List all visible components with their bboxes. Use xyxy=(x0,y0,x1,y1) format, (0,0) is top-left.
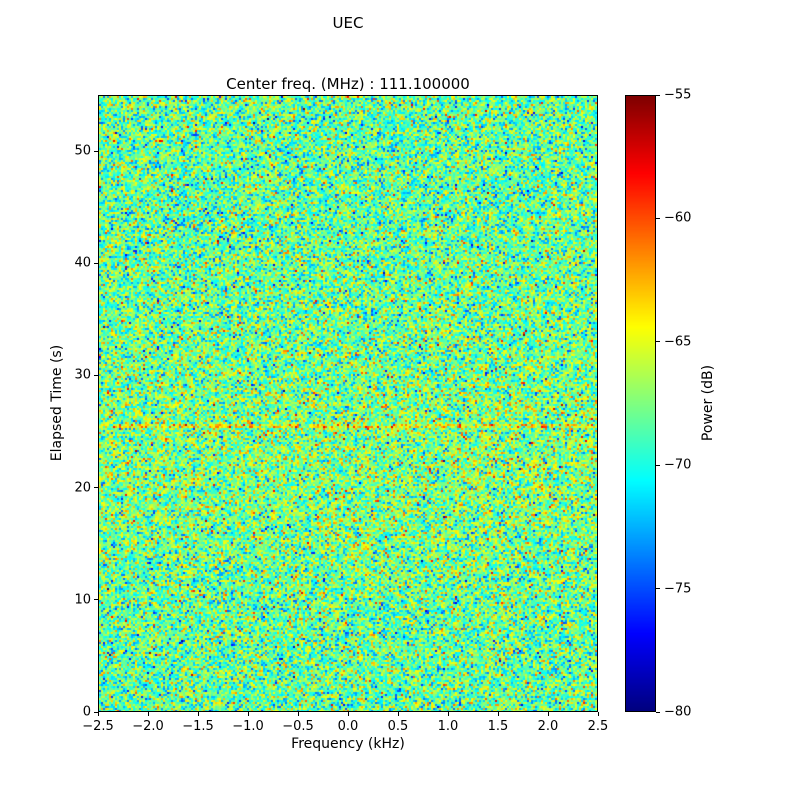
colorbar-tick-label: −75 xyxy=(664,581,692,597)
chart-title: UEC xyxy=(332,14,364,32)
y-tick-label: 20 xyxy=(74,480,91,496)
y-axis-label: Elapsed Time (s) xyxy=(49,344,65,462)
colorbar xyxy=(625,95,656,712)
colorbar-tick-mark xyxy=(656,217,660,219)
x-tick-label: 1.0 xyxy=(437,719,459,734)
colorbar-tick-mark xyxy=(656,588,660,590)
x-tick-mark xyxy=(197,712,199,716)
x-tick-label: −2.0 xyxy=(132,719,164,734)
x-tick-label: 1.5 xyxy=(487,719,509,734)
y-tick-label: 50 xyxy=(74,143,91,159)
y-tick-label: 0 xyxy=(82,704,91,720)
x-tick-label: −2.5 xyxy=(82,719,114,734)
colorbar-tick-mark xyxy=(656,341,660,343)
x-tick-mark xyxy=(297,712,299,716)
colorbar-tick-mark xyxy=(656,94,660,96)
colorbar-tick-label: −80 xyxy=(664,704,692,720)
x-tick-mark xyxy=(447,712,449,716)
x-tick-mark xyxy=(247,712,249,716)
colorbar-tick-label: −55 xyxy=(664,87,692,103)
y-tick-mark xyxy=(94,487,98,489)
x-tick-mark xyxy=(147,712,149,716)
x-tick-mark xyxy=(497,712,499,716)
y-tick-mark xyxy=(94,711,98,713)
y-tick-mark xyxy=(94,150,98,152)
header-line-center-freq: Center freq. (MHz) : 111.100000 xyxy=(226,75,470,93)
x-tick-mark xyxy=(347,712,349,716)
y-tick-label: 40 xyxy=(74,255,91,271)
colorbar-tick-label: −65 xyxy=(664,334,692,350)
colorbar-tick-mark xyxy=(656,711,660,713)
spectrogram-canvas xyxy=(99,96,597,711)
colorbar-tick-label: −60 xyxy=(664,210,692,226)
x-tick-mark xyxy=(597,712,599,716)
colorbar-canvas xyxy=(626,96,655,711)
y-tick-label: 10 xyxy=(74,592,91,608)
x-axis-label: Frequency (kHz) xyxy=(291,736,405,752)
x-tick-label: 2.0 xyxy=(537,719,559,734)
colorbar-tick-label: −70 xyxy=(664,457,692,473)
colorbar-tick-mark xyxy=(656,464,660,466)
x-tick-mark xyxy=(547,712,549,716)
y-tick-mark xyxy=(94,374,98,376)
y-tick-label: 30 xyxy=(74,367,91,383)
x-tick-label: −1.5 xyxy=(182,719,214,734)
spectrogram-plot-area xyxy=(98,95,598,712)
y-tick-mark xyxy=(94,262,98,264)
x-tick-label: 0.0 xyxy=(337,719,359,734)
x-tick-label: 0.5 xyxy=(387,719,409,734)
y-tick-mark xyxy=(94,599,98,601)
x-tick-mark xyxy=(97,712,99,716)
x-tick-label: −0.5 xyxy=(282,719,314,734)
x-tick-label: 2.5 xyxy=(587,719,609,734)
x-tick-label: −1.0 xyxy=(232,719,264,734)
colorbar-label: Power (dB) xyxy=(700,364,716,442)
x-tick-mark xyxy=(397,712,399,716)
